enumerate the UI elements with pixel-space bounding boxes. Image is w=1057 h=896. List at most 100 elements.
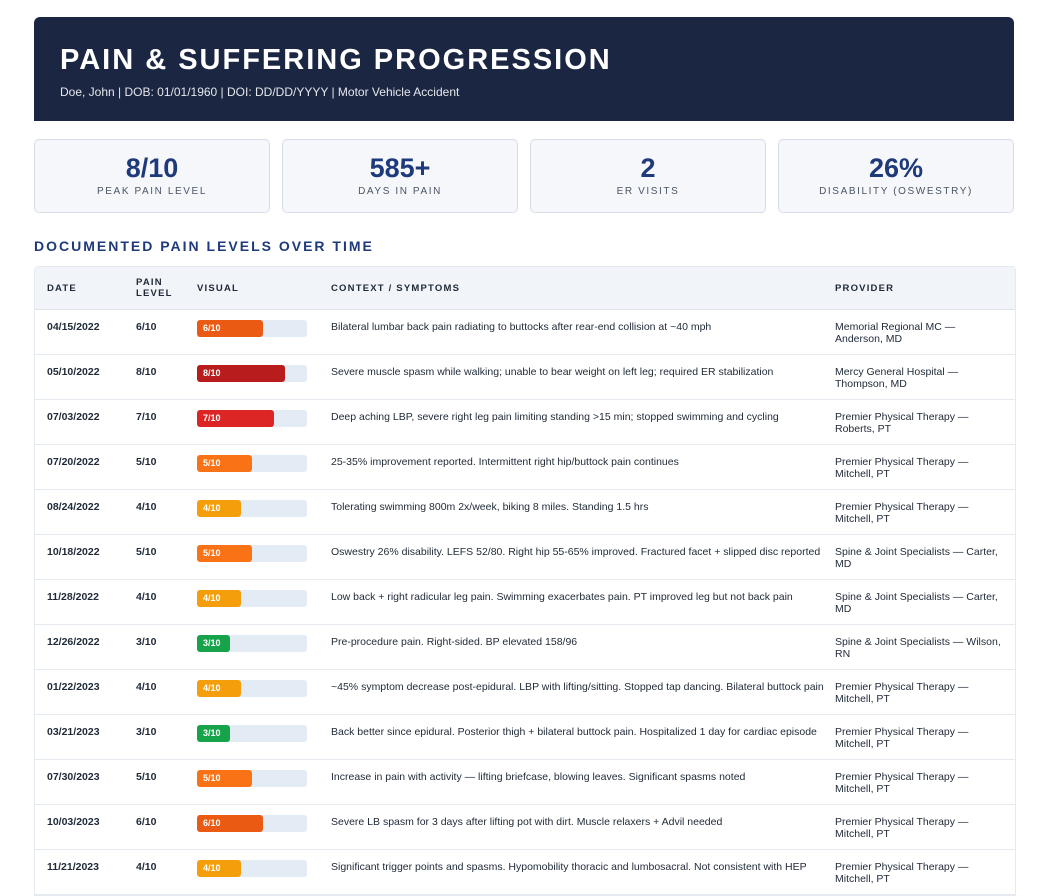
table-header: DATE PAIN LEVEL VISUAL CONTEXT / SYMPTOM…: [35, 267, 1015, 310]
row-date: 11/28/2022: [47, 591, 99, 603]
row-visual: 5/10: [197, 455, 331, 489]
stats-row: 8/10 PEAK PAIN LEVEL 585+ DAYS IN PAIN 2…: [34, 139, 1014, 213]
row-provider: Premier Physical Therapy — Mitchell, PT: [835, 771, 969, 795]
row-date: 08/24/2022: [47, 501, 100, 513]
pain-bar-track: 6/10: [197, 815, 307, 832]
pain-bar-fill: 5/10: [197, 545, 252, 562]
pain-bar-fill: 8/10: [197, 365, 285, 382]
stat-value: 8/10: [125, 153, 179, 183]
row-pain-level: 3/10: [136, 726, 157, 738]
row-context: Tolerating swimming 800m 2x/week, biking…: [331, 501, 649, 513]
stat-days-in-pain: 585+ DAYS IN PAIN: [282, 139, 518, 213]
section-title: DOCUMENTED PAIN LEVELS OVER TIME: [34, 238, 374, 254]
row-date: 05/10/2022: [47, 366, 100, 378]
row-provider: Premier Physical Therapy — Mitchell, PT: [835, 681, 969, 705]
row-date: 07/20/2022: [47, 456, 100, 468]
pain-bar-track: 7/10: [197, 410, 307, 427]
row-date: 01/22/2023: [47, 681, 100, 693]
pain-bar-fill: 5/10: [197, 455, 252, 472]
pain-bar-track: 4/10: [197, 680, 307, 697]
row-visual: 4/10: [197, 500, 331, 534]
row-provider: Spine & Joint Specialists — Wilson, RN: [835, 636, 1001, 660]
page-title: PAIN & SUFFERING PROGRESSION: [60, 44, 612, 76]
table-row: 12/26/2022 3/10 3/10 Pre-procedure pain. Ri…: [35, 625, 1015, 670]
pain-bar-track: 6/10: [197, 320, 307, 337]
row-provider: Premier Physical Therapy — Mitchell, PT: [835, 726, 969, 750]
row-pain-level: 4/10: [136, 681, 157, 693]
table-row: 10/18/2022 5/10 5/10 Oswestry 26% disabilit…: [35, 535, 1015, 580]
row-provider: Premier Physical Therapy — Mitchell, PT: [835, 501, 969, 525]
row-pain-level: 5/10: [136, 546, 157, 558]
row-pain-level: 4/10: [136, 861, 157, 873]
pain-bar-fill: 3/10: [197, 725, 230, 742]
column-header-date: DATE: [47, 282, 77, 294]
row-pain-level: 5/10: [136, 456, 157, 468]
pain-bar-fill: 4/10: [197, 590, 241, 607]
row-date: 07/03/2022: [47, 411, 100, 423]
pain-bar-fill: 6/10: [197, 815, 263, 832]
row-context: Low back + right radicular leg pain. Swi…: [331, 591, 793, 603]
pain-bar-track: 4/10: [197, 500, 307, 517]
row-visual: 3/10: [197, 725, 331, 759]
pain-bar-track: 4/10: [197, 590, 307, 607]
pain-bar-track: 5/10: [197, 545, 307, 562]
row-visual: 7/10: [197, 410, 331, 444]
pain-levels-table: DATE PAIN LEVEL VISUAL CONTEXT / SYMPTOM…: [34, 266, 1016, 896]
row-pain-level: 7/10: [136, 411, 157, 423]
row-date: 04/15/2022: [47, 321, 100, 333]
row-provider: Premier Physical Therapy — Mitchell, PT: [835, 816, 969, 840]
row-context: 25-35% improvement reported. Intermitten…: [331, 456, 679, 468]
stat-label: DAYS IN PAIN: [358, 186, 442, 197]
row-context: Deep aching LBP, severe right leg pain l…: [331, 411, 779, 423]
pain-bar-fill: 6/10: [197, 320, 263, 337]
table-row: 03/21/2023 3/10 3/10 Back better since epid…: [35, 715, 1015, 760]
column-header-provider: PROVIDER: [835, 282, 895, 294]
table-row: 08/24/2022 4/10 4/10 Tolerating swimming 80…: [35, 490, 1015, 535]
pain-bar-fill: 5/10: [197, 770, 252, 787]
pain-bar-fill: 3/10: [197, 635, 230, 652]
row-context: Oswestry 26% disability. LEFS 52/80. Rig…: [331, 546, 821, 558]
row-pain-level: 4/10: [136, 591, 157, 603]
row-context: Severe muscle spasm while walking; unabl…: [331, 366, 774, 378]
row-visual: 4/10: [197, 680, 331, 714]
table-row: 11/21/2023 4/10 4/10 Significant trigger po…: [35, 850, 1015, 895]
row-visual: 5/10: [197, 545, 331, 579]
pain-bar-track: 3/10: [197, 725, 307, 742]
row-visual: 8/10: [197, 365, 331, 399]
row-visual: 4/10: [197, 590, 331, 624]
row-pain-level: 5/10: [136, 771, 157, 783]
pain-bar-fill: 7/10: [197, 410, 274, 427]
row-provider: Memorial Regional MC — Anderson, MD: [835, 321, 956, 345]
row-context: Severe LB spasm for 3 days after lifting…: [331, 816, 723, 828]
pain-bar-track: 8/10: [197, 365, 307, 382]
stat-label: DISABILITY (OSWESTRY): [819, 186, 973, 197]
row-pain-level: 4/10: [136, 501, 157, 513]
row-context: Pre-procedure pain. Right-sided. BP elev…: [331, 636, 578, 648]
row-date: 03/21/2023: [47, 726, 100, 738]
pain-bar-fill: 4/10: [197, 680, 241, 697]
patient-info: Doe, John | DOB: 01/01/1960 | DOI: DD/DD…: [60, 85, 460, 99]
report: PAIN & SUFFERING PROGRESSION Doe, John |…: [34, 17, 1016, 896]
row-visual: 3/10: [197, 635, 331, 669]
row-visual: 4/10: [197, 860, 331, 894]
row-provider: Premier Physical Therapy — Mitchell, PT: [835, 456, 969, 480]
pain-bar-track: 5/10: [197, 770, 307, 787]
row-provider: Spine & Joint Specialists — Carter, MD: [835, 591, 998, 615]
stat-er-visits: 2 ER VISITS: [530, 139, 766, 213]
pain-bar-track: 3/10: [197, 635, 307, 652]
row-date: 07/30/2023: [47, 771, 100, 783]
table-row: 01/22/2023 4/10 4/10 ~45% symptom decrease …: [35, 670, 1015, 715]
stat-disability: 26% DISABILITY (OSWESTRY): [778, 139, 1014, 213]
row-provider: Premier Physical Therapy — Mitchell, PT: [835, 861, 969, 885]
pain-bar-track: 5/10: [197, 455, 307, 472]
row-visual: 6/10: [197, 320, 331, 354]
row-pain-level: 3/10: [136, 636, 157, 648]
row-context: ~45% symptom decrease post-epidural. LBP…: [331, 681, 824, 693]
table-row: 07/03/2022 7/10 7/10 Deep aching LBP, sever…: [35, 400, 1015, 445]
pain-bar-fill: 4/10: [197, 860, 241, 877]
row-pain-level: 8/10: [136, 366, 157, 378]
stat-value: 26%: [868, 153, 924, 183]
row-context: Bilateral lumbar back pain radiating to …: [331, 321, 712, 333]
row-pain-level: 6/10: [136, 321, 157, 333]
row-date: 10/03/2023: [47, 816, 100, 828]
